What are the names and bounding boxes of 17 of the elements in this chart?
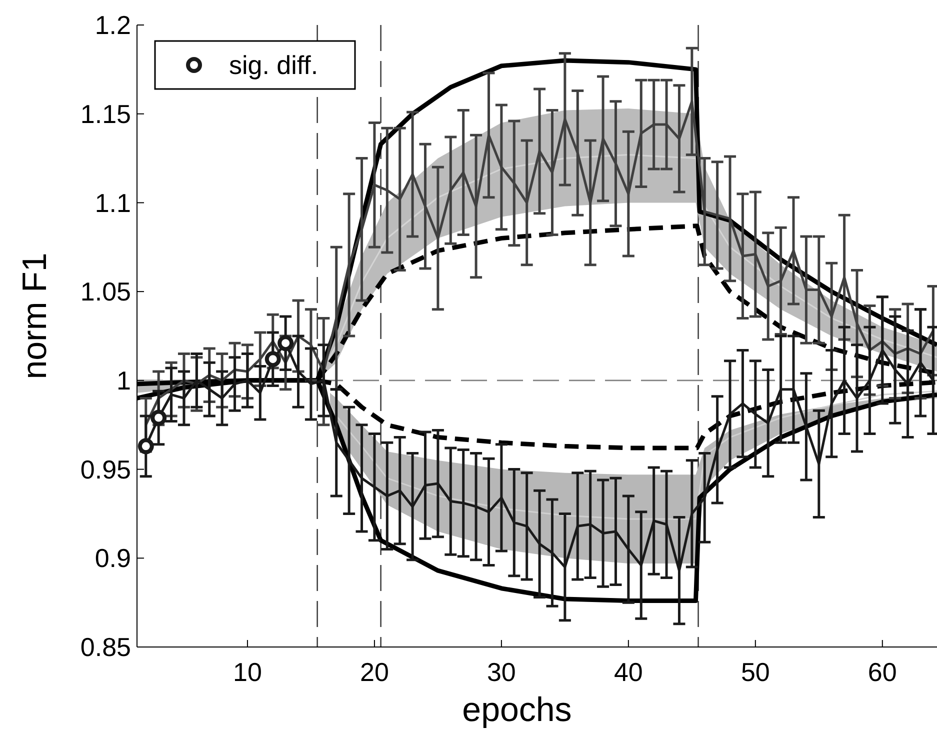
y-tick-label: 1 bbox=[116, 366, 131, 396]
legend-label: sig. diff. bbox=[229, 50, 318, 80]
x-tick-label: 10 bbox=[233, 657, 262, 687]
x-tick-label: 30 bbox=[486, 657, 516, 687]
y-tick-label: 0.95 bbox=[80, 454, 131, 484]
y-tick-label: 0.85 bbox=[80, 632, 131, 662]
x-tick-label: 40 bbox=[614, 657, 643, 687]
y-tick-label: 0.9 bbox=[94, 543, 131, 574]
x-tick-label: 20 bbox=[360, 657, 389, 687]
y-tick-label: 1.05 bbox=[80, 276, 131, 307]
y-tick-label: 1.2 bbox=[94, 10, 131, 40]
y-tick-label: 1.15 bbox=[80, 98, 131, 129]
x-tick-label: 50 bbox=[740, 657, 770, 687]
y-axis-title: norm F1 bbox=[16, 252, 54, 380]
y-tick-label: 1.1 bbox=[94, 188, 131, 218]
x-tick-label: 60 bbox=[868, 657, 897, 687]
x-axis-title: epochs bbox=[462, 691, 572, 729]
